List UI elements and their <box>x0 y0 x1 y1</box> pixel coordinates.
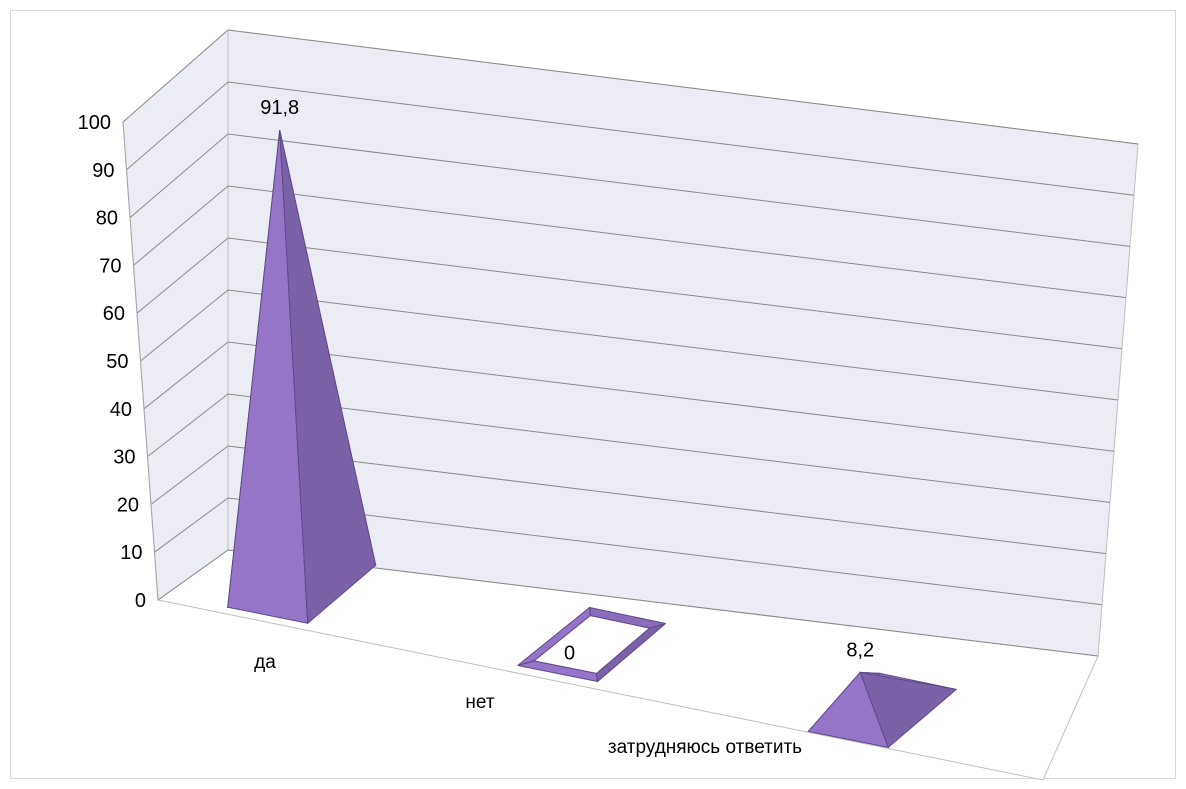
gridline <box>157 549 1099 657</box>
category-label-1: нет <box>465 692 494 713</box>
category-label-0: да <box>254 652 276 673</box>
y-tick-label: 40 <box>110 399 132 421</box>
y-tick-label: 20 <box>117 494 139 516</box>
gridline <box>126 81 1135 196</box>
y-tick-label: 100 <box>78 112 111 134</box>
category-label-2: затрудняюсь ответить <box>608 737 802 758</box>
bar-1-hole <box>532 615 651 674</box>
gridline <box>150 445 1107 555</box>
y-tick-label: 10 <box>120 542 142 564</box>
gridline <box>122 29 1139 145</box>
labels: 91,8 да 0 нет 8,2 затрудняюсь ответить <box>254 97 874 758</box>
gridline <box>129 133 1131 247</box>
y-tick-label: 30 <box>113 447 135 469</box>
data-label-0: 91,8 <box>260 97 299 119</box>
gridline <box>140 289 1119 401</box>
y-axis: 0 10 20 30 40 50 60 70 80 90 100 <box>78 112 159 612</box>
y-tick-label: 50 <box>106 351 128 373</box>
y-axis-line <box>122 121 159 601</box>
y-tick-label: 80 <box>96 208 118 230</box>
gridline <box>154 497 1103 606</box>
data-label-1: 0 <box>564 643 575 665</box>
gridline <box>133 185 1127 299</box>
y-tick-label: 60 <box>103 303 125 325</box>
gridline <box>136 237 1123 350</box>
bar-0-right-face <box>279 130 377 625</box>
bar-2-right-face <box>859 671 958 749</box>
y-tick-label: 0 <box>135 590 146 612</box>
chart-walls <box>122 28 1139 781</box>
gridline <box>143 341 1115 452</box>
data-label-2: 8,2 <box>846 639 874 661</box>
bars <box>227 130 958 749</box>
y-tick-label: 70 <box>99 255 121 277</box>
gridline <box>147 393 1111 503</box>
y-tick-label: 90 <box>92 160 114 182</box>
gridlines <box>122 29 1139 657</box>
